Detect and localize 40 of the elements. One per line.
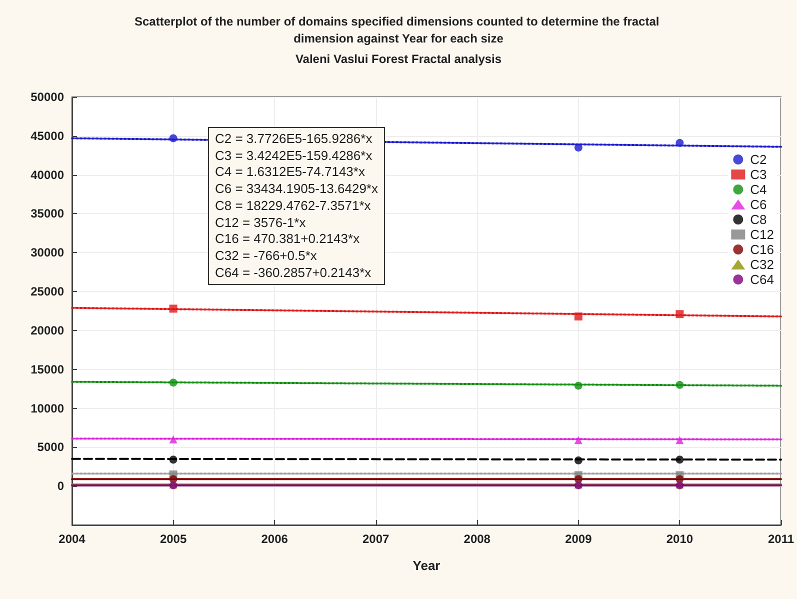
y-tick-label: 45000 [30,128,64,143]
chart-subtitle: Valeni Vaslui Forest Fractal analysis [295,52,502,66]
y-tick-label: 20000 [30,323,64,338]
x-tick-label: 2005 [160,532,187,546]
x-tick-label: 2008 [464,532,491,546]
legend-label: C64 [750,272,774,287]
legend-label: C32 [750,257,774,272]
y-tick-label: 35000 [30,206,64,221]
x-tick-label: 2004 [58,532,86,546]
annotation: C6 = 33434.1905-13.6429*x [215,181,378,198]
y-tick-label: 40000 [30,168,64,182]
x-axis-title: Year [412,558,440,573]
y-tick-label: 0 [57,479,64,494]
legend-label: C4 [750,182,767,197]
y-tick-label: 25000 [30,284,64,299]
x-tick-label: 2009 [565,532,592,546]
annotation: C8 = 18229.4762-7.3571*x [215,198,372,215]
x-tick-label: 2007 [362,532,390,546]
legend-label: C12 [750,227,774,242]
y-tick-label: 50000 [30,90,64,104]
legend-label: C6 [750,197,767,212]
annotation: C12 = 3576-1*x [215,214,307,232]
legend-label: C3 [750,167,767,182]
annotation: C3 = 3.4242E5-159.4286*x [215,148,374,164]
legend-label: C2 [750,152,767,167]
annotation: C2 = 3.7726E5-165.9286*x [215,131,374,148]
y-tick-label: 10000 [30,401,64,416]
y-tick-label: 5000 [37,440,64,454]
legend-label: C16 [750,242,774,257]
y-tick-label: 30000 [30,246,64,260]
x-tick-label: 2010 [666,532,694,546]
annotation: C4 = 1.6312E5-74.7143*x [215,164,366,182]
y-tick-label: 15000 [30,362,64,376]
x-tick-label: 2011 [768,532,794,546]
annotation: C32 = -766+0.5*x [215,248,318,265]
x-tick-label: 2006 [261,532,288,546]
annotation: C64 = -360.2857+0.2143*x [215,264,372,282]
annotation: C16 = 470.381+0.2143*x [215,231,361,248]
legend-label: C8 [750,212,767,227]
chart-title: Scatterplot of the number of domains specified dimensions counted to determine the fractal dimension against Year for each size [134,14,663,46]
